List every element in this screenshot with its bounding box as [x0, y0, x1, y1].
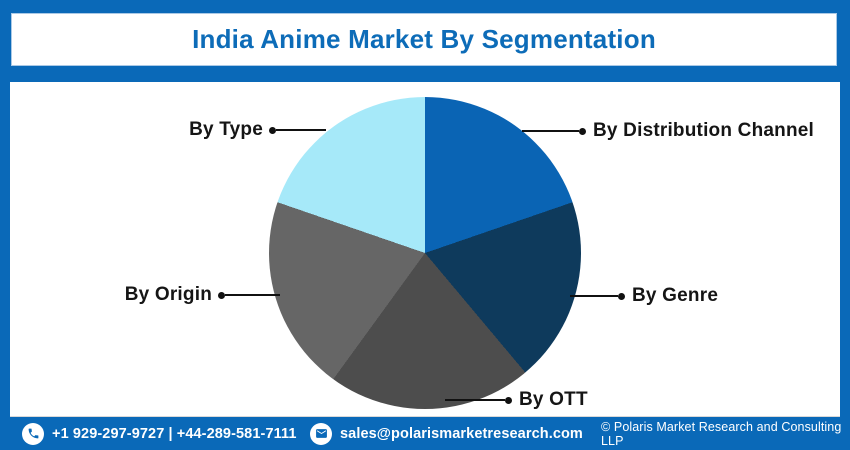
callout-by-distribution-channel: By Distribution Channel — [522, 120, 814, 142]
page-title: India Anime Market By Segmentation — [192, 24, 656, 54]
callout-dot — [269, 126, 276, 134]
label-by-genre: By Genre — [632, 285, 719, 306]
callout-line — [522, 129, 579, 133]
callout-line — [225, 293, 280, 297]
footer-copyright-group: © Polaris Market Research and Consulting… — [601, 417, 850, 450]
callout-by-type: By Type — [189, 119, 326, 141]
envelope-icon — [310, 422, 332, 445]
callout-dot — [618, 292, 625, 300]
callout-line — [570, 294, 618, 298]
callout-dot — [218, 291, 225, 299]
footer-bar: +1 929-297-9727 | +44-289-581-7111 sales… — [0, 417, 850, 450]
pie-chart — [269, 97, 581, 409]
footer-copyright-text: © Polaris Market Research and Consulting… — [601, 419, 842, 448]
callout-by-ott: By OTT — [445, 389, 588, 411]
callout-line — [276, 128, 326, 132]
callout-by-genre: By Genre — [570, 285, 718, 307]
chart-area: By Type By Distribution Channel By Genre… — [10, 82, 840, 413]
footer-email-address: sales@polarismarketresearch.com — [340, 425, 583, 442]
callout-dot — [505, 396, 512, 404]
callout-dot — [579, 127, 586, 135]
label-by-ott: By OTT — [519, 389, 588, 410]
footer-phone-numbers: +1 929-297-9727 | +44-289-581-7111 — [52, 425, 297, 442]
label-by-origin: By Origin — [124, 284, 212, 305]
footer-email-group: sales@polarismarketresearch.com — [310, 417, 583, 450]
callout-line — [445, 398, 505, 402]
label-by-type: By Type — [189, 119, 263, 140]
footer-phone-group: +1 929-297-9727 | +44-289-581-7111 — [22, 417, 297, 450]
callout-by-origin: By Origin — [125, 284, 280, 306]
title-bar: India Anime Market By Segmentation — [11, 13, 837, 66]
footer-divider — [10, 413, 840, 417]
label-by-distribution-channel: By Distribution Channel — [593, 120, 814, 141]
phone-icon — [22, 422, 44, 445]
